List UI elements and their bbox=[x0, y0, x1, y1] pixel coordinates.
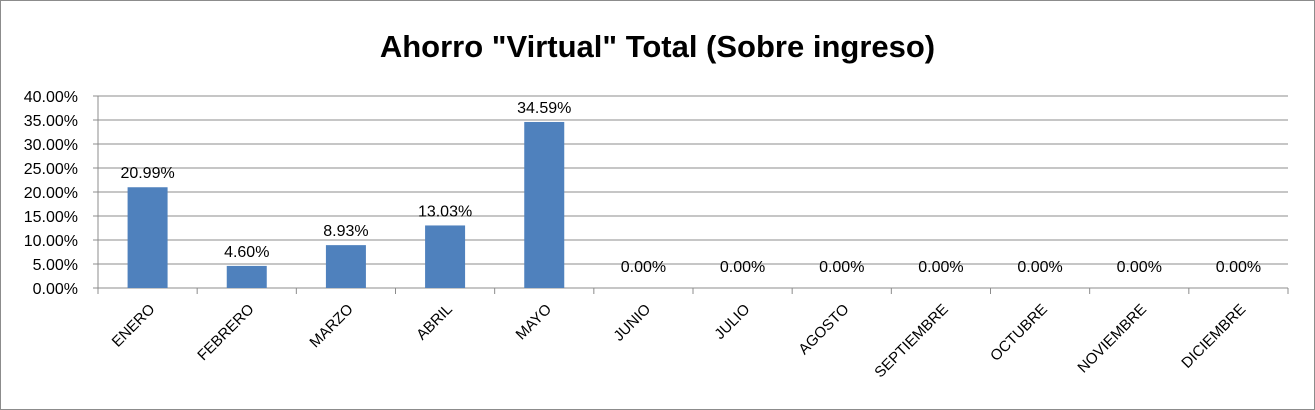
data-label: 8.93% bbox=[323, 223, 368, 240]
bar-enero bbox=[127, 187, 168, 288]
data-label: 0.00% bbox=[621, 259, 666, 276]
category-label: MAYO bbox=[513, 301, 555, 343]
chart-title: Ahorro "Virtual" Total (Sobre ingreso) bbox=[379, 29, 936, 64]
data-label: 0.00% bbox=[1017, 259, 1062, 276]
y-tick-label: 25.00% bbox=[24, 161, 78, 178]
data-label: 0.00% bbox=[918, 259, 963, 276]
y-tick-label: 5.00% bbox=[33, 257, 78, 274]
data-label: 20.99% bbox=[120, 165, 174, 182]
category-label: FEBRERO bbox=[194, 301, 257, 364]
data-label: 0.00% bbox=[819, 259, 864, 276]
category-label: NOVIEMBRE bbox=[1074, 301, 1150, 377]
y-tick-label: 35.00% bbox=[24, 113, 78, 130]
y-tick-label: 20.00% bbox=[24, 185, 78, 202]
category-label: JUNIO bbox=[610, 301, 654, 345]
y-tick-label: 30.00% bbox=[24, 137, 78, 154]
y-tick-label: 15.00% bbox=[24, 209, 78, 226]
category-label: OCTUBRE bbox=[987, 301, 1051, 365]
category-label: MARZO bbox=[306, 301, 356, 351]
category-label: ABRIL bbox=[413, 301, 456, 344]
data-label: 34.59% bbox=[517, 100, 571, 117]
data-label: 0.00% bbox=[1216, 259, 1261, 276]
data-label: 0.00% bbox=[720, 259, 765, 276]
data-label: 13.03% bbox=[418, 203, 472, 220]
category-label: AGOSTO bbox=[795, 301, 852, 358]
bar-febrero bbox=[226, 265, 267, 288]
category-label: ENERO bbox=[109, 301, 159, 351]
data-label: 4.60% bbox=[224, 244, 269, 261]
category-label: SEPTIEMBRE bbox=[871, 301, 951, 381]
bar-abril bbox=[425, 225, 466, 288]
bar-mayo bbox=[524, 121, 565, 288]
y-tick-label: 10.00% bbox=[24, 233, 78, 250]
bar-marzo bbox=[325, 245, 366, 288]
y-tick-label: 40.00% bbox=[24, 89, 78, 106]
category-label: JULIO bbox=[711, 301, 753, 343]
data-label: 0.00% bbox=[1117, 259, 1162, 276]
y-tick-label: 0.00% bbox=[33, 281, 78, 298]
category-label: DICIEMBRE bbox=[1178, 301, 1249, 372]
